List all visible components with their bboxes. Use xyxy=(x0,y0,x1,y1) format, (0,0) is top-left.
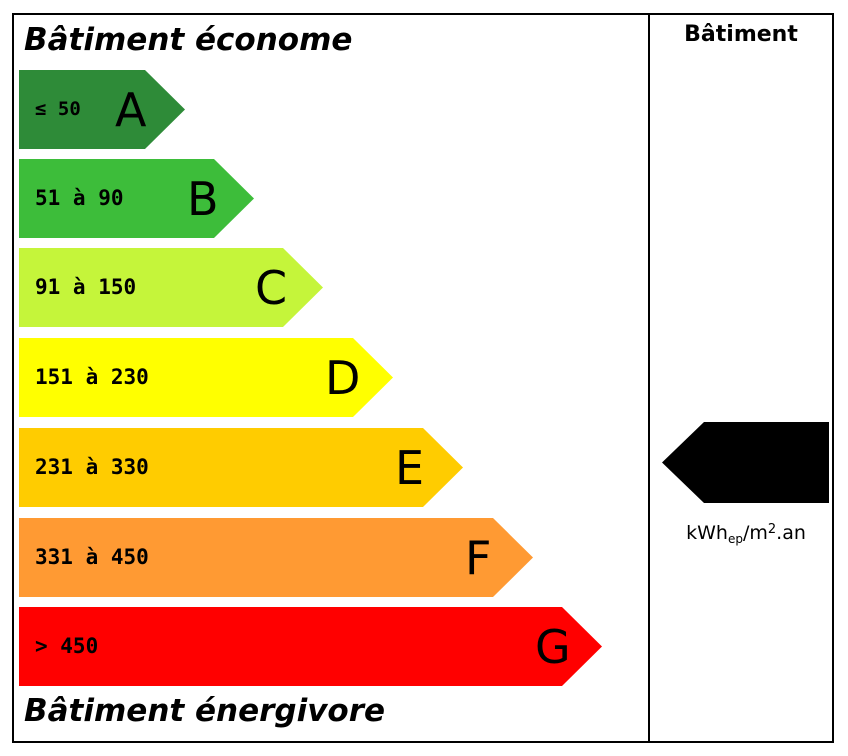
class-a-range: ≤ 50 xyxy=(35,98,81,120)
class-d-range: 151 à 230 xyxy=(35,365,149,389)
class-d-letter: D xyxy=(325,351,361,405)
energy-class-b: 51 à 90 B xyxy=(19,159,254,238)
class-g-letter: G xyxy=(535,620,571,674)
energy-class-f: 331 à 450 F xyxy=(19,518,533,597)
class-g-range: > 450 xyxy=(35,634,99,658)
unit-superscript: 2 xyxy=(767,522,777,537)
unit-subscript: ep xyxy=(727,532,743,546)
class-f-arrow-polygon xyxy=(19,518,533,597)
class-e-arrow xyxy=(19,428,463,507)
unit-main: kWh xyxy=(686,522,728,544)
class-a-arrow xyxy=(19,70,185,149)
class-a-arrow-polygon xyxy=(19,70,185,149)
energy-intensive-building-heading: Bâtiment énergivore xyxy=(24,693,386,729)
building-value-arrow xyxy=(662,422,829,503)
energy-class-c: 91 à 150 C xyxy=(19,248,323,327)
energy-unit-label: kWhep/m2.an xyxy=(650,522,842,546)
class-b-range: 51 à 90 xyxy=(35,186,124,210)
class-d-arrow-polygon xyxy=(19,338,393,417)
efficient-building-heading: Bâtiment économe xyxy=(24,22,353,58)
class-g-arrow xyxy=(19,607,602,686)
class-e-range: 231 à 330 xyxy=(35,455,149,479)
class-g-arrow-polygon xyxy=(19,607,602,686)
class-e-letter: E xyxy=(395,441,425,495)
class-b-arrow xyxy=(19,159,254,238)
unit-per-area: /m xyxy=(742,522,768,544)
class-b-arrow-polygon xyxy=(19,159,254,238)
class-f-range: 331 à 450 xyxy=(35,545,149,569)
building-column-header: Bâtiment xyxy=(684,22,798,47)
building-value-arrow-polygon xyxy=(662,422,829,503)
class-c-range: 91 à 150 xyxy=(35,275,137,299)
class-c-arrow-polygon xyxy=(19,248,323,327)
class-b-letter: B xyxy=(187,172,219,226)
class-c-arrow xyxy=(19,248,323,327)
unit-per-year: .an xyxy=(776,522,806,544)
class-d-arrow xyxy=(19,338,393,417)
class-c-letter: C xyxy=(255,261,288,315)
class-a-letter: A xyxy=(115,83,147,137)
energy-class-a: ≤ 50 A xyxy=(19,70,185,149)
label-frame xyxy=(12,13,834,743)
column-divider xyxy=(648,13,650,743)
class-e-arrow-polygon xyxy=(19,428,463,507)
energy-class-d: 151 à 230 D xyxy=(19,338,393,417)
energy-class-e: 231 à 330 E xyxy=(19,428,463,507)
energy-class-g: > 450 G xyxy=(19,607,602,686)
class-f-letter: F xyxy=(465,531,492,585)
class-f-arrow xyxy=(19,518,533,597)
